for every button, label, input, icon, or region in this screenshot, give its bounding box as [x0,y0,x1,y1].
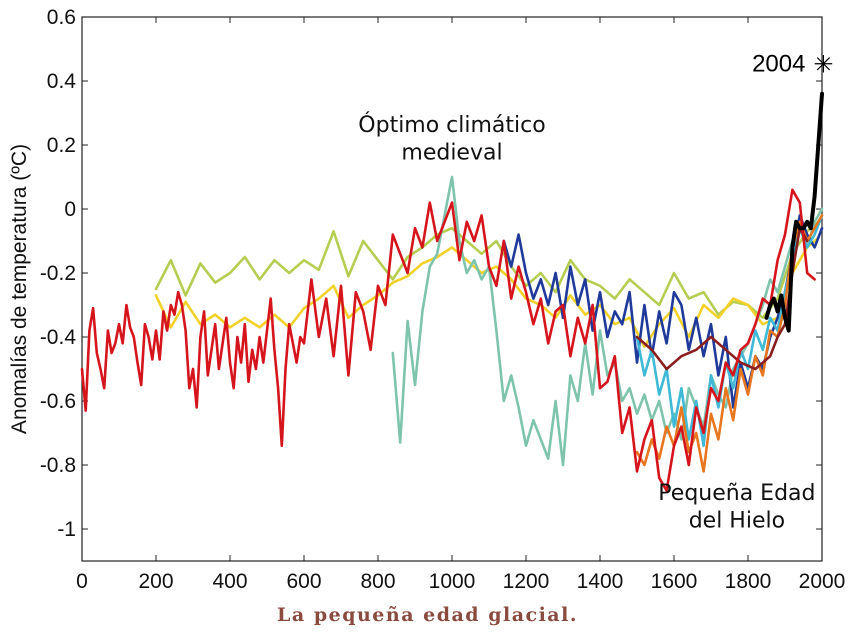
x-tick-label: 1800 [725,570,772,593]
annotation-text: del Hielo [689,508,785,533]
x-tick-label: 800 [360,570,395,593]
x-tick-label: 2000 [799,570,846,593]
annotation-text: Óptimo climático [358,112,545,138]
y-tick-label: -0.8 [40,454,76,477]
y-tick-label: -0.2 [40,262,76,285]
series-line-7 [80,188,816,492]
marker-label-2004: 2004 [752,50,805,77]
y-tick-label: -1 [57,518,76,541]
y-axis-label: Anomalías de temperatura (ºC) [8,144,31,434]
x-tick-label: 400 [212,570,247,593]
marker-star: ✳ [813,51,833,78]
temperature-anomaly-chart: 0 200 400 600 800 1000 1200 1400 1600 1800 2000 -1 -… [8,6,846,593]
figure-caption: La pequeña edad glacial. [277,604,578,626]
y-tick-label: -0.4 [40,326,77,349]
series-line-8 [764,91,824,333]
y-tick-label: 0 [64,198,76,221]
y-tick-label: 0.4 [47,70,77,93]
plot-frame [81,16,823,562]
annotation-text: Pequeña Edad [658,481,815,506]
x-tick-label: 1400 [577,570,624,593]
chart-container: 0 200 400 600 800 1000 1200 1400 1600 1800 2000 -1 -… [8,6,846,593]
x-tick-label: 1000 [429,570,476,593]
x-tick-label: 1600 [651,570,698,593]
y-tick-label: 0.6 [47,6,76,29]
x-tick-label: 600 [286,570,321,593]
annotation-text: medieval [401,140,502,165]
y-tick-label: 0.2 [47,134,76,157]
x-tick-label: 1200 [503,570,550,593]
x-tick-label: 0 [76,570,88,593]
x-tick-label: 200 [138,570,173,593]
y-tick-label: -0.6 [40,390,76,413]
series-line-0 [154,220,820,320]
